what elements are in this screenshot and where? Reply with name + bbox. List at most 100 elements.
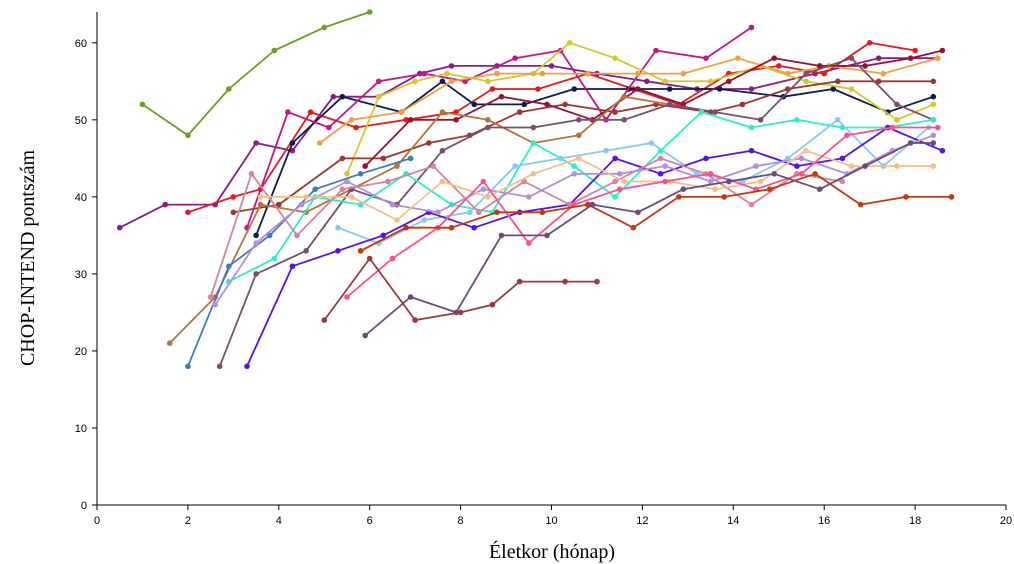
data-point	[612, 194, 618, 200]
data-point	[576, 132, 582, 139]
data-point	[435, 209, 441, 216]
data-point	[748, 24, 755, 31]
data-point	[589, 201, 596, 208]
data-point	[544, 232, 550, 239]
data-point	[412, 78, 418, 85]
data-point	[289, 140, 296, 146]
data-point	[721, 194, 727, 200]
data-point	[339, 186, 346, 192]
series-13	[185, 155, 414, 370]
data-point	[407, 155, 414, 162]
series-line	[346, 126, 938, 298]
data-point	[335, 248, 341, 254]
data-point	[894, 117, 900, 123]
data-point	[498, 232, 505, 239]
data-point	[748, 124, 755, 131]
data-point	[389, 201, 396, 208]
series-line	[169, 95, 670, 344]
data-point	[562, 278, 568, 285]
data-point	[348, 194, 355, 200]
series-14	[335, 117, 932, 246]
data-point	[439, 109, 446, 115]
data-point	[471, 101, 478, 108]
data-point	[662, 163, 668, 169]
data-point	[930, 132, 937, 139]
data-point	[257, 201, 264, 208]
data-point	[666, 86, 673, 92]
data-point	[185, 209, 191, 216]
data-point	[612, 109, 618, 115]
data-point	[230, 209, 237, 216]
data-point	[935, 124, 941, 131]
data-point	[357, 171, 364, 177]
data-point	[339, 93, 346, 100]
data-point	[426, 140, 432, 146]
data-point	[539, 70, 546, 77]
data-point	[485, 78, 491, 85]
y-tick-label: 40	[75, 192, 87, 204]
data-point	[703, 155, 709, 162]
data-point	[907, 55, 914, 61]
data-point	[226, 263, 232, 270]
data-point	[680, 186, 687, 192]
data-point	[439, 178, 446, 185]
data-point	[662, 178, 668, 185]
data-point	[912, 47, 918, 54]
data-point	[166, 340, 173, 347]
data-point	[803, 78, 809, 85]
data-point	[571, 163, 577, 169]
series-17	[212, 132, 937, 308]
data-point	[635, 209, 641, 216]
y-tick-label: 10	[75, 423, 87, 435]
series-3	[185, 40, 918, 216]
data-point	[380, 232, 387, 239]
data-point	[798, 171, 805, 177]
series-line	[337, 118, 930, 245]
data-point	[666, 101, 673, 108]
data-point	[444, 70, 450, 77]
data-point	[162, 201, 168, 208]
data-point	[366, 255, 373, 262]
data-point	[512, 163, 518, 169]
data-point	[253, 140, 259, 146]
data-point	[489, 86, 496, 92]
data-point	[785, 70, 791, 77]
series-line	[346, 41, 934, 175]
data-point	[548, 63, 555, 69]
data-point	[616, 171, 623, 177]
data-point	[376, 93, 382, 100]
series-18	[257, 147, 937, 223]
data-point	[494, 70, 500, 77]
data-point	[530, 124, 537, 131]
data-point	[207, 294, 214, 300]
data-point	[348, 117, 355, 123]
data-point	[712, 186, 718, 192]
data-point	[748, 86, 755, 92]
series-7	[316, 55, 941, 146]
data-point	[453, 117, 459, 123]
y-tick-label: 60	[75, 38, 87, 50]
x-tick-label: 8	[458, 515, 464, 527]
data-point	[707, 78, 714, 85]
data-point	[439, 147, 446, 154]
data-point	[794, 117, 800, 123]
data-point	[321, 317, 328, 323]
data-point	[139, 101, 146, 108]
data-point	[539, 209, 546, 216]
data-point	[566, 201, 573, 208]
data-point	[930, 101, 937, 108]
data-point	[485, 194, 491, 200]
data-point	[571, 86, 577, 92]
data-point	[866, 40, 873, 46]
data-point	[798, 155, 805, 162]
data-point	[771, 171, 777, 177]
data-point	[776, 63, 782, 69]
x-tick-label: 4	[276, 515, 282, 527]
data-point	[530, 140, 537, 146]
data-point	[657, 155, 664, 162]
series-layer	[116, 9, 955, 370]
data-point	[544, 101, 550, 108]
x-tick-label: 6	[367, 515, 373, 527]
data-point	[266, 232, 273, 239]
data-point	[894, 101, 900, 108]
